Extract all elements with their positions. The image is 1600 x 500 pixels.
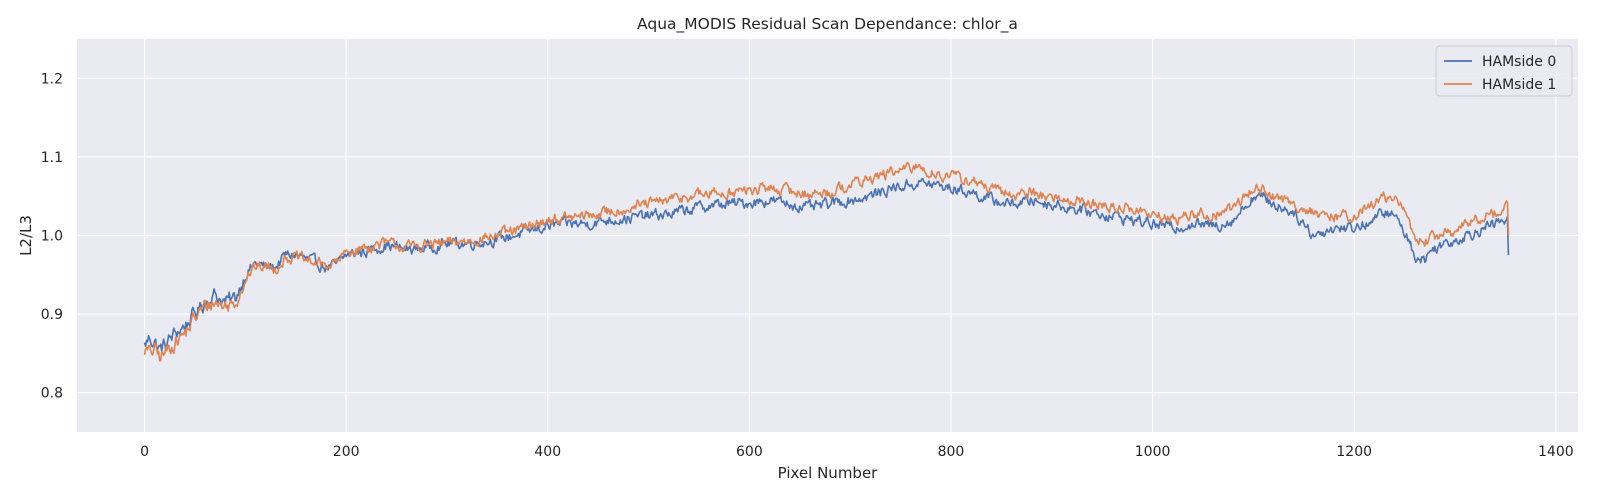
y-tick-label: 1.1 [41,150,63,166]
y-tick-label: 0.9 [41,307,63,323]
y-axis-ticks: 0.8 0.9 1.0 1.1 1.2 [41,71,63,401]
y-tick-label: 1.0 [41,229,63,245]
x-tick-label: 1000 [1135,444,1171,460]
chart-title: Aqua_MODIS Residual Scan Dependance: chl… [637,15,1018,34]
x-tick-label: 400 [534,444,561,460]
x-tick-label: 0 [140,444,149,460]
legend: HAMside 0 HAMside 1 [1435,45,1573,97]
y-axis-label: L2/L3 [17,215,35,256]
series-layer [143,161,1510,362]
y-tick-label: 0.8 [41,386,63,402]
y-tick-label: 1.2 [41,71,63,87]
x-axis-label: Pixel Number [778,464,879,482]
x-tick-label: 1400 [1538,444,1574,460]
legend-label: HAMside 1 [1482,77,1556,93]
x-tick-label: 600 [736,444,763,460]
x-tick-label: 800 [938,444,965,460]
x-tick-label: 200 [333,444,360,460]
grid-lines [77,39,1578,432]
x-axis-ticks: 0 200 400 600 800 1000 1200 1400 [140,444,1574,460]
x-tick-label: 1200 [1336,444,1372,460]
legend-label: HAMside 0 [1482,54,1556,70]
series-line-hamside-1 [143,161,1510,362]
